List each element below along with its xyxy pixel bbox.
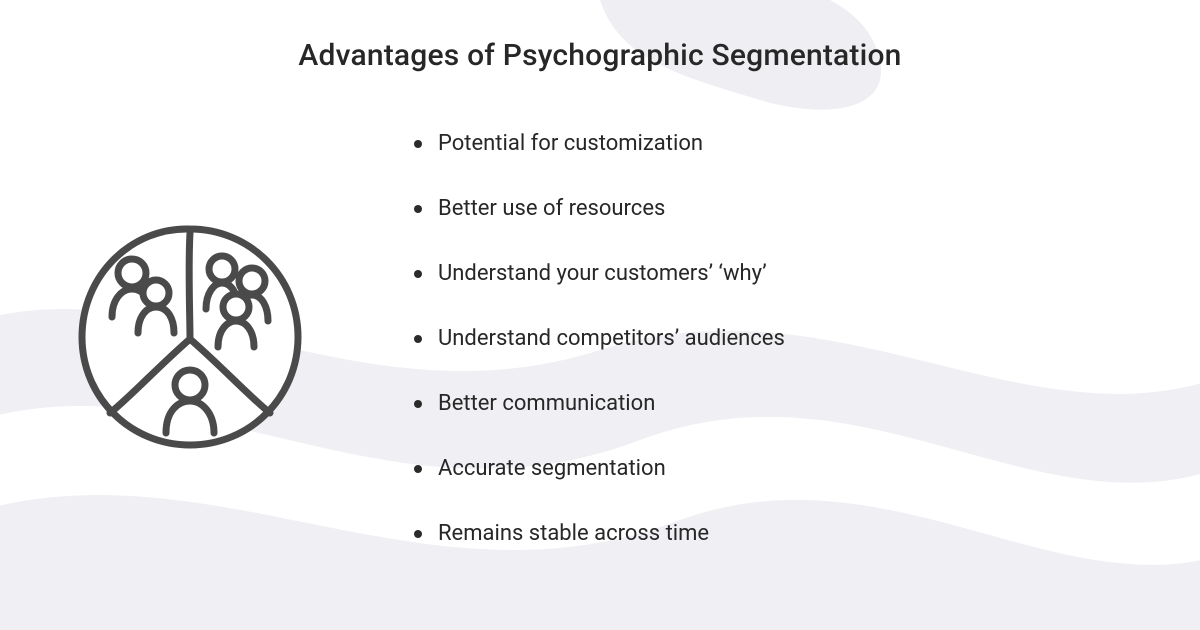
pie-people-icon	[60, 207, 320, 467]
list-item: Better communication	[410, 371, 785, 436]
list-item: Potential for customization	[410, 111, 785, 176]
advantages-list: Potential for customization Better use o…	[410, 111, 785, 566]
page-title: Advantages of Psychographic Segmentation	[0, 0, 1200, 73]
list-item: Remains stable across time	[410, 501, 785, 566]
segmentation-illustration	[60, 207, 320, 471]
list-item: Understand your customers’ ‘why’	[410, 241, 785, 306]
list-item: Understand competitors’ audiences	[410, 306, 785, 371]
list-item: Better use of resources	[410, 176, 785, 241]
list-item: Accurate segmentation	[410, 436, 785, 501]
